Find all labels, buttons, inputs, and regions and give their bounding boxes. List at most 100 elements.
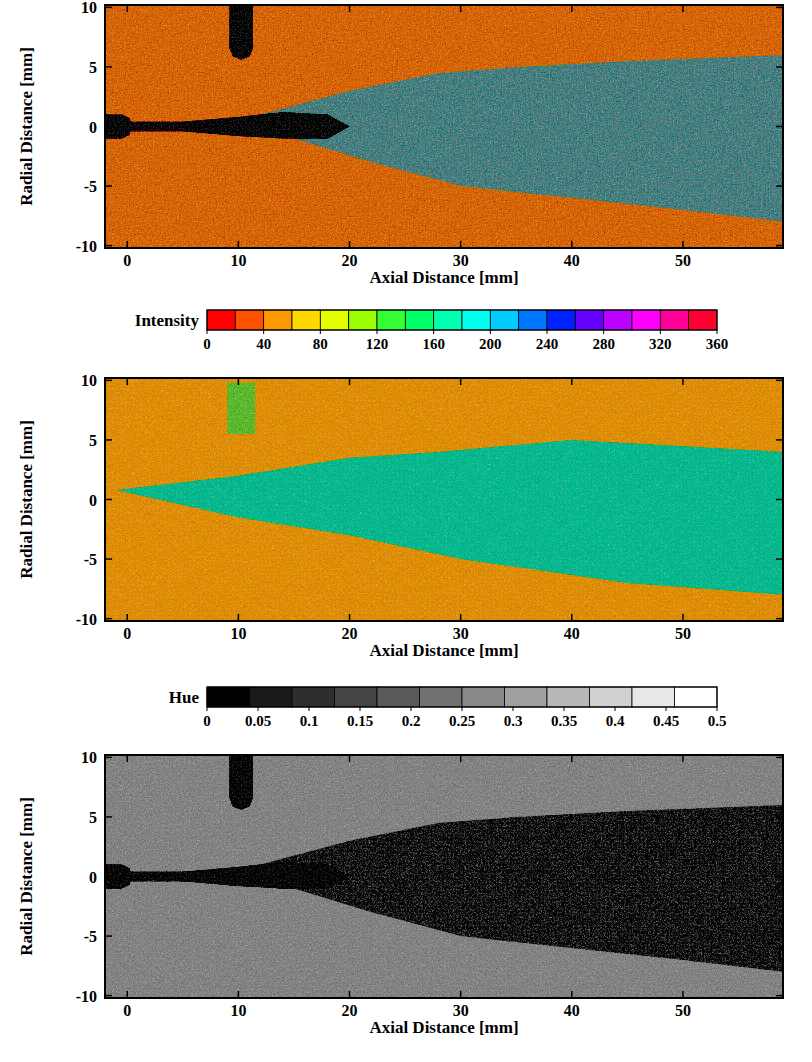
image-area bbox=[105, 755, 783, 998]
colorbar-frame bbox=[207, 687, 717, 707]
x-tick-label: 20 bbox=[342, 625, 358, 642]
background bbox=[105, 378, 783, 621]
x-tick bbox=[682, 991, 684, 998]
colorbar-segment bbox=[689, 310, 717, 330]
image-area bbox=[105, 378, 783, 621]
y-tick bbox=[776, 380, 783, 382]
colorbar-tick-label: 80 bbox=[313, 336, 328, 352]
y-tick bbox=[105, 439, 112, 441]
colorbar-tick-label: 0.05 bbox=[245, 713, 271, 729]
y-tick-label: 5 bbox=[89, 59, 97, 76]
x-tick-label: 10 bbox=[230, 625, 246, 642]
x-tick-label: 0 bbox=[123, 252, 131, 269]
y-axis-title: Radial Distance [mm] bbox=[17, 47, 36, 206]
colorbar-segment bbox=[575, 310, 603, 330]
x-tick-label: 40 bbox=[564, 625, 580, 642]
colorbar-tick bbox=[603, 330, 604, 334]
colorbar-tick-label: 120 bbox=[366, 336, 389, 352]
x-tick-label: 30 bbox=[453, 1002, 469, 1019]
colorbar-segment bbox=[632, 310, 660, 330]
x-tick bbox=[349, 755, 351, 762]
colorbar-frame bbox=[207, 310, 717, 330]
x-tick-label: 50 bbox=[675, 1002, 691, 1019]
y-tick bbox=[776, 995, 783, 997]
colorbar-segment bbox=[250, 687, 293, 707]
background bbox=[105, 755, 783, 998]
y-tick bbox=[776, 499, 783, 501]
colorbar-tick bbox=[717, 707, 718, 711]
colorbar-segment bbox=[660, 310, 688, 330]
x-tick bbox=[349, 614, 351, 621]
frame bbox=[105, 755, 783, 998]
region bbox=[230, 755, 253, 810]
x-tick bbox=[460, 755, 462, 762]
colorbar-tick-label: 0.3 bbox=[504, 713, 523, 729]
y-tick bbox=[776, 558, 783, 560]
y-tick bbox=[776, 935, 783, 937]
y-tick-label: 5 bbox=[89, 809, 97, 826]
colorbar-tick bbox=[433, 330, 434, 334]
y-axis-title: Radial Distance [mm] bbox=[17, 797, 36, 956]
colorbar-tick-label: 0.1 bbox=[300, 713, 319, 729]
colorbar-segment bbox=[292, 310, 320, 330]
colorbar-tick bbox=[207, 330, 208, 334]
image-content bbox=[105, 5, 783, 248]
x-tick bbox=[682, 241, 684, 248]
x-axis-title: Axial Distance [mm] bbox=[369, 1018, 518, 1037]
x-tick bbox=[238, 755, 240, 762]
x-axis-title: Axial Distance [mm] bbox=[369, 268, 518, 287]
region bbox=[127, 862, 349, 888]
colorbar-tick bbox=[513, 707, 514, 711]
image-content bbox=[105, 755, 783, 998]
x-tick-label: 10 bbox=[230, 1002, 246, 1019]
colorbar-segment bbox=[349, 310, 377, 330]
x-tick bbox=[126, 5, 128, 12]
y-tick bbox=[776, 439, 783, 441]
colorbar-segment bbox=[320, 310, 348, 330]
y-tick-label: 10 bbox=[81, 0, 97, 16]
image-content bbox=[105, 378, 783, 621]
x-tick bbox=[126, 241, 128, 248]
y-tick bbox=[776, 757, 783, 759]
colorbar-tick bbox=[547, 330, 548, 334]
colorbar-tick bbox=[360, 707, 361, 711]
colorbar-tick bbox=[258, 707, 259, 711]
y-tick-label: 0 bbox=[89, 492, 97, 509]
colorbar-segment bbox=[547, 310, 575, 330]
y-tick bbox=[105, 185, 112, 187]
y-tick bbox=[105, 816, 112, 818]
x-tick bbox=[460, 614, 462, 621]
colorbar-tick bbox=[411, 707, 412, 711]
x-tick-label: 0 bbox=[123, 1002, 131, 1019]
x-tick-label: 10 bbox=[230, 252, 246, 269]
colorbar-tick bbox=[660, 330, 661, 334]
colorbar-tick-label: 320 bbox=[649, 336, 672, 352]
y-tick-label: 10 bbox=[81, 372, 97, 389]
colorbar-tick bbox=[666, 707, 667, 711]
region bbox=[227, 383, 255, 434]
colorbar-tick-label: 160 bbox=[422, 336, 445, 352]
y-tick-label: -5 bbox=[84, 178, 97, 195]
x-tick-label: 0 bbox=[123, 625, 131, 642]
y-tick bbox=[776, 816, 783, 818]
y-tick bbox=[105, 558, 112, 560]
region bbox=[116, 440, 783, 595]
colorbar-tick bbox=[462, 707, 463, 711]
x-tick-label: 30 bbox=[453, 252, 469, 269]
colorbar-tick bbox=[309, 707, 310, 711]
colorbar-segment bbox=[505, 687, 548, 707]
y-tick bbox=[105, 876, 112, 878]
colorbar-tick-label: 0.25 bbox=[449, 713, 475, 729]
y-tick-label: -10 bbox=[76, 238, 97, 255]
region bbox=[261, 55, 783, 222]
colorbar-tick-label: 280 bbox=[592, 336, 615, 352]
x-tick bbox=[571, 614, 573, 621]
y-tick-label: -5 bbox=[84, 928, 97, 945]
colorbar-tick-label: 40 bbox=[256, 336, 271, 352]
x-tick-label: 40 bbox=[564, 1002, 580, 1019]
colorbar-tick bbox=[377, 330, 378, 334]
y-tick bbox=[105, 245, 112, 247]
colorbar-segment bbox=[235, 310, 263, 330]
x-tick bbox=[571, 991, 573, 998]
y-tick bbox=[105, 935, 112, 937]
